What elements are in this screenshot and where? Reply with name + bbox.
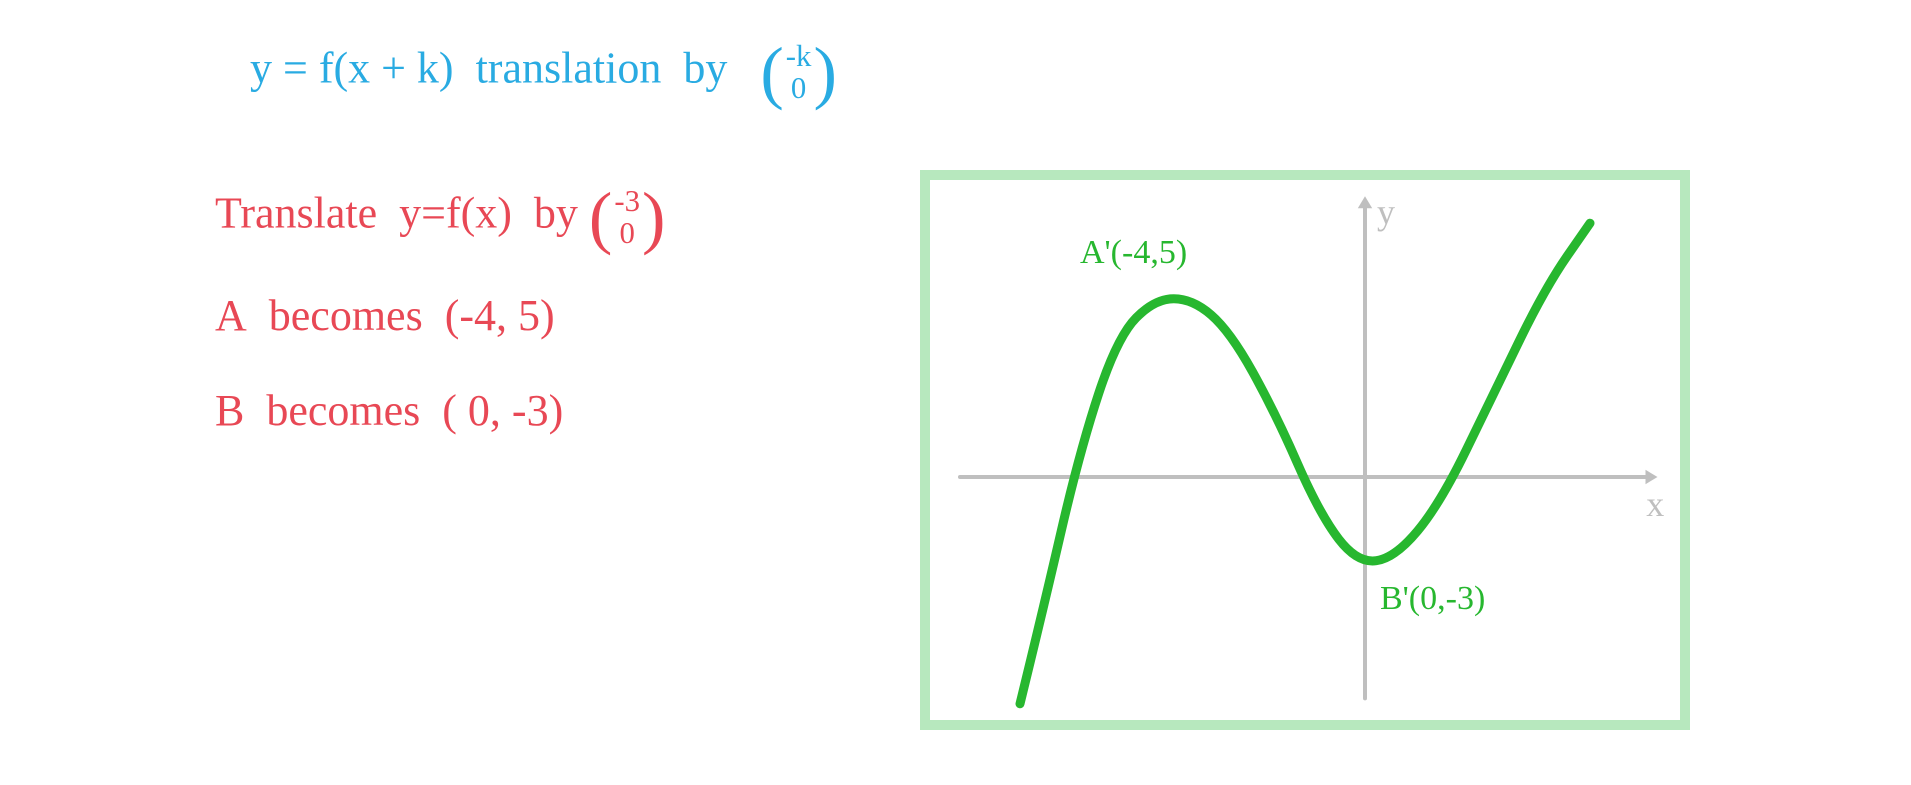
y-axis-label: y <box>1377 191 1395 233</box>
work-text: Translate y=f(x) by <box>215 188 578 237</box>
work-vector: (-30) <box>589 185 666 250</box>
work-text: A becomes (-4, 5) <box>215 291 555 340</box>
work-text: B becomes ( 0, -3) <box>215 386 563 435</box>
work-line-2: B becomes ( 0, -3) <box>215 385 563 436</box>
point-label-0: A'(-4,5) <box>1080 234 1187 272</box>
work-line-0: Translate y=f(x) by (-30) <box>215 185 665 250</box>
rule-equation: y = f(x + k) translation by <box>250 43 727 92</box>
graph-panel: y x A'(-4,5) B'(0,-3) <box>920 170 1690 730</box>
work-line-1: A becomes (-4, 5) <box>215 290 555 341</box>
rule-vector: (-k0) <box>760 40 837 105</box>
x-axis-label: x <box>1646 483 1664 525</box>
point-label-1: B'(0,-3) <box>1380 580 1485 618</box>
rule-text: y = f(x + k) translation by (-k0) <box>250 40 837 105</box>
curve <box>930 180 1680 720</box>
graph-inner: y x A'(-4,5) B'(0,-3) <box>930 180 1680 720</box>
